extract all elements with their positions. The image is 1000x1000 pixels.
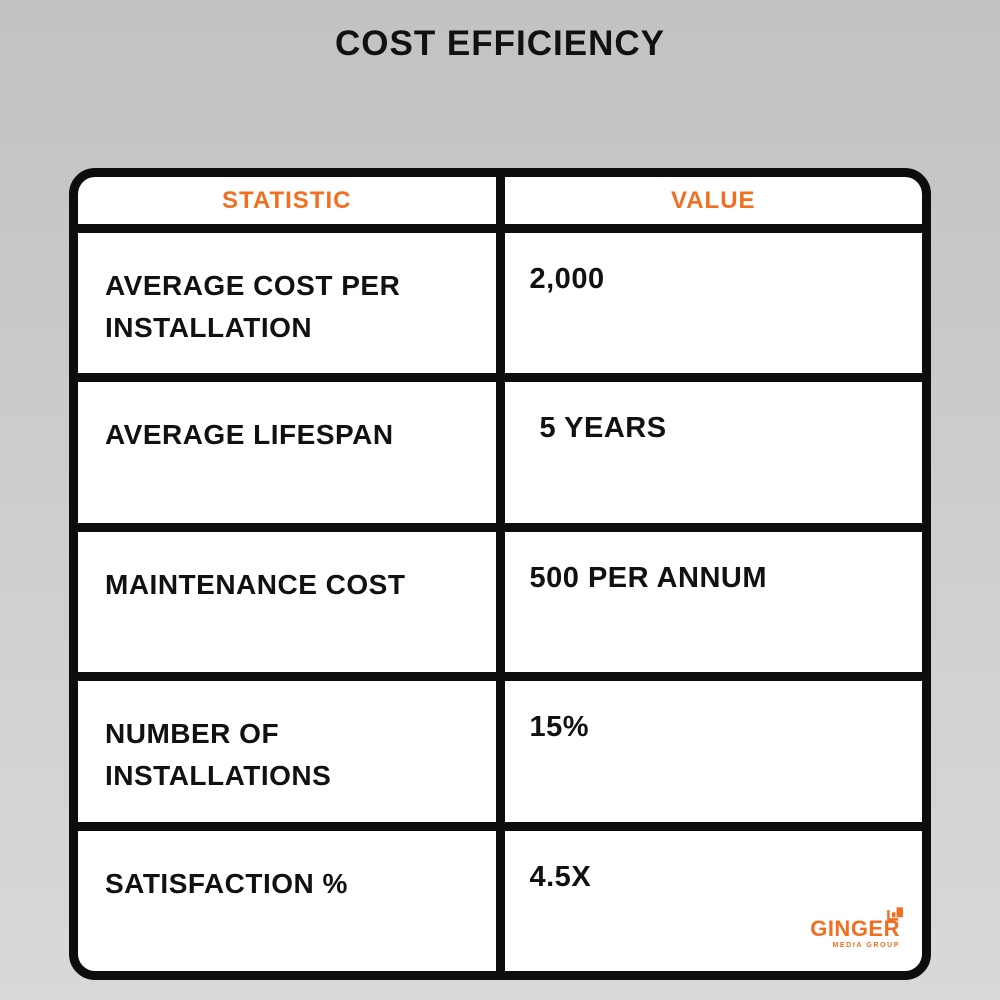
statistic-cell-lifespan: AVERAGE LIFESPAN xyxy=(78,382,496,523)
statistic-cell-maintenance: MAINTENANCE COST xyxy=(78,531,496,673)
statistic-cell-installations: NUMBER OF INSTALLATIONS xyxy=(78,681,496,822)
column-header-statistic: STATISTIC xyxy=(78,177,496,224)
page-title: COST EFFICIENCY xyxy=(334,24,666,63)
logo-text: GINGER MEDIA GROUP xyxy=(810,907,903,949)
logo-subtext: MEDIA GROUP xyxy=(832,941,900,949)
value-cell-satisfaction: 4.5X GINGER MEDIA GROUP xyxy=(504,830,922,971)
cost-efficiency-table: STATISTIC VALUE AVERAGE COST PER INSTALL… xyxy=(69,168,931,980)
ginger-logo: GINGER MEDIA GROUP xyxy=(810,907,903,955)
satisfaction-value: 4.5X xyxy=(529,860,592,893)
column-header-value: VALUE xyxy=(504,177,922,224)
value-cell-avg-cost: 2,000 xyxy=(504,233,922,374)
bar-chart-icon xyxy=(887,907,903,921)
value-cell-lifespan: 5 YEARS xyxy=(504,382,922,523)
logo-name: GINGER xyxy=(810,915,900,941)
value-cell-installations: 15% xyxy=(504,681,922,822)
value-cell-maintenance: 500 PER ANNUM xyxy=(504,531,922,673)
statistic-cell-avg-cost: AVERAGE COST PER INSTALLATION xyxy=(78,233,496,374)
statistic-cell-satisfaction: SATISFACTION % xyxy=(78,830,496,971)
